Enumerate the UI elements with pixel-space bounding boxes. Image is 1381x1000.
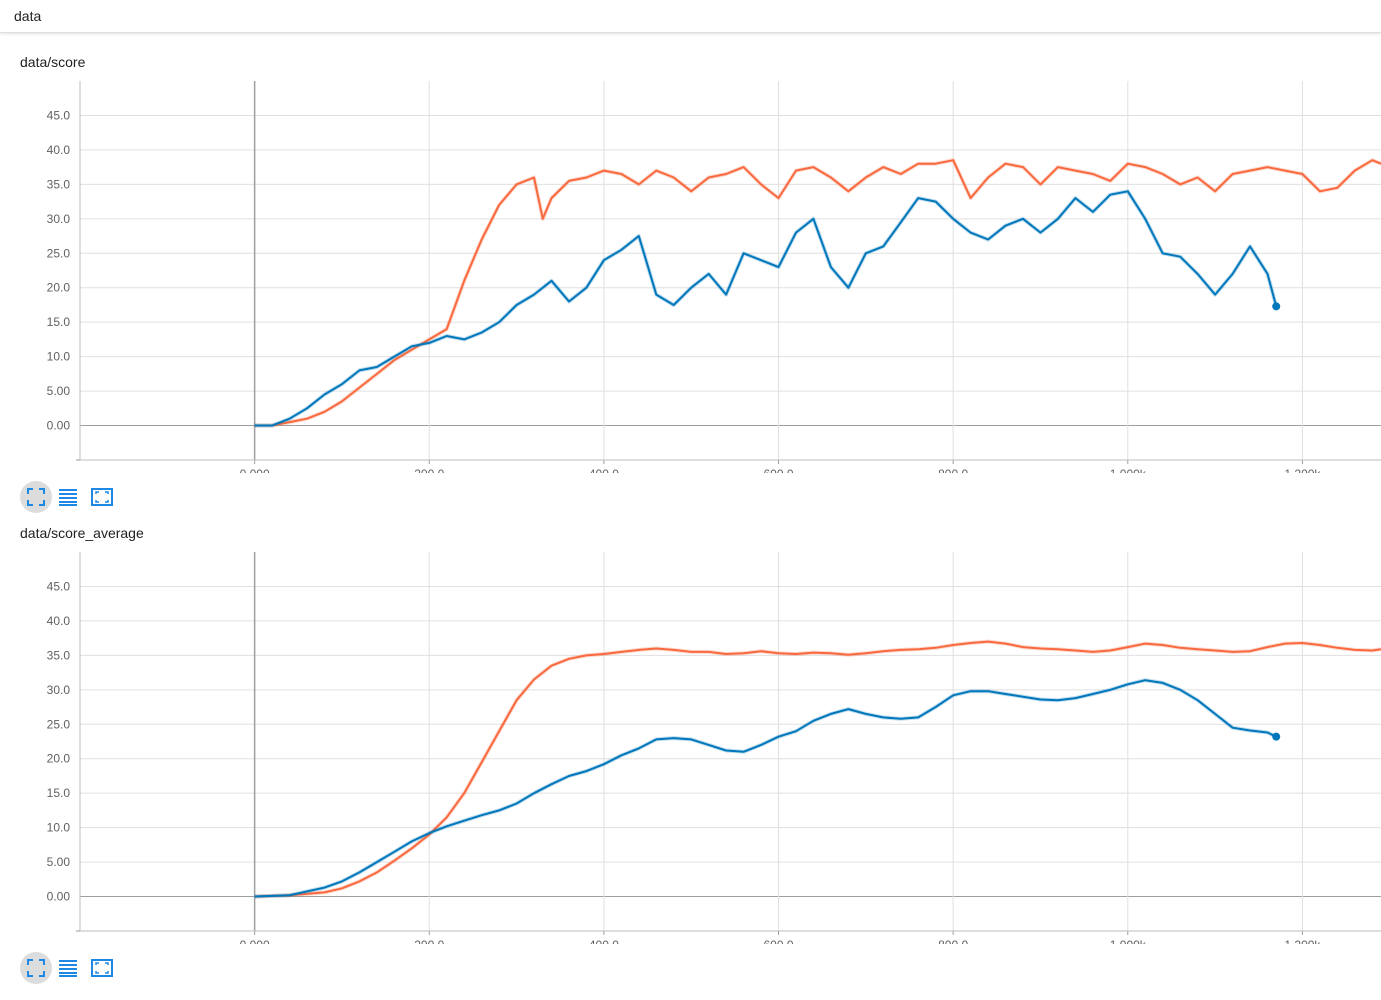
series-line-run-orange-raw: [254, 639, 1381, 899]
toggle-log-list-icon: [59, 960, 77, 977]
fit-domain-button[interactable]: [20, 481, 52, 513]
x-tick-label: 600.0: [764, 467, 794, 473]
fit-to-data-icon: [91, 959, 113, 977]
fit-domain-icon: [27, 959, 45, 977]
toggle-log-list-button[interactable]: [52, 952, 84, 984]
y-tick-label: 15.0: [47, 315, 71, 329]
toggle-log-list-icon: [59, 489, 77, 506]
x-tick-label: 1.000k: [1110, 938, 1147, 944]
fit-to-data-icon: [91, 488, 113, 506]
y-tick-label: 5.00: [47, 384, 71, 398]
y-tick-label: 20.0: [47, 281, 71, 295]
chart-plot-score-average[interactable]: 0.00 5.00 10.0 15.0 20.0 25.0 30.0 35.0 40.0 45.0…: [0, 504, 1381, 944]
x-tick-label: 200.0: [414, 938, 444, 944]
y-tick-label: 10.0: [47, 821, 71, 835]
series-end-marker-run-blue: [1272, 302, 1281, 311]
x-tick-label: 400.0: [589, 467, 619, 473]
x-tick-label: 200.0: [414, 467, 444, 473]
chart-card-score-average: data/score_average 0.00 5.00 10.0 15.0 20.0 2…: [0, 504, 1381, 984]
x-tick-label: 1.200k: [1284, 938, 1321, 944]
x-tick-label: 600.0: [764, 938, 794, 944]
fit-domain-icon: [27, 488, 45, 506]
chart-title: data/score_average: [20, 525, 144, 541]
x-tick-label: 0.000: [240, 467, 270, 473]
chart-plot-score[interactable]: 0.00 5.00 10.0 15.0 20.0 25.0 30.0 35.0 40.0 45.0…: [0, 33, 1381, 473]
y-tick-label: 10.0: [47, 350, 71, 364]
series-line-run-blue: [254, 679, 1277, 898]
series-line-run-blue: [254, 190, 1278, 427]
series-line-run-orange: [254, 159, 1381, 427]
y-tick-label: 45.0: [47, 108, 71, 122]
fit-domain-button[interactable]: [20, 952, 52, 984]
y-tick-label: 0.00: [47, 419, 71, 433]
y-tick-label: 35.0: [47, 648, 71, 662]
x-tick-label: 1.000k: [1110, 467, 1147, 473]
fit-to-data-button[interactable]: [84, 952, 116, 984]
x-tick-label: 400.0: [589, 938, 619, 944]
y-tick-label: 15.0: [47, 786, 71, 800]
y-tick-label: 40.0: [47, 143, 71, 157]
y-tick-label: 25.0: [47, 717, 71, 731]
y-tick-label: 25.0: [47, 246, 71, 260]
y-tick-label: 30.0: [47, 683, 71, 697]
series-end-marker-run-blue: [1272, 732, 1281, 741]
series-line-run-blue-raw: [254, 189, 1279, 428]
x-tick-label: 800.0: [938, 467, 968, 473]
y-tick-label: 45.0: [47, 579, 71, 593]
page-header: data: [0, 0, 1381, 33]
y-tick-label: 0.00: [47, 890, 71, 904]
y-tick-label: 5.00: [47, 855, 71, 869]
series-line-run-orange: [254, 640, 1381, 898]
series-line-run-blue-raw: [254, 678, 1278, 899]
y-tick-label: 30.0: [47, 212, 71, 226]
page-title: data: [14, 8, 42, 24]
chart-card-score: data/score 0.00 5.00 10.0 15.0 20.0 25.0 30.0 3…: [0, 33, 1381, 513]
y-tick-label: 35.0: [47, 177, 71, 191]
toggle-log-list-button[interactable]: [52, 481, 84, 513]
fit-to-data-button[interactable]: [84, 481, 116, 513]
chart-title: data/score: [20, 54, 86, 70]
x-tick-label: 1.200k: [1284, 467, 1321, 473]
x-tick-label: 0.000: [240, 938, 270, 944]
y-tick-label: 20.0: [47, 752, 71, 766]
y-tick-label: 40.0: [47, 614, 71, 628]
x-tick-label: 800.0: [938, 938, 968, 944]
